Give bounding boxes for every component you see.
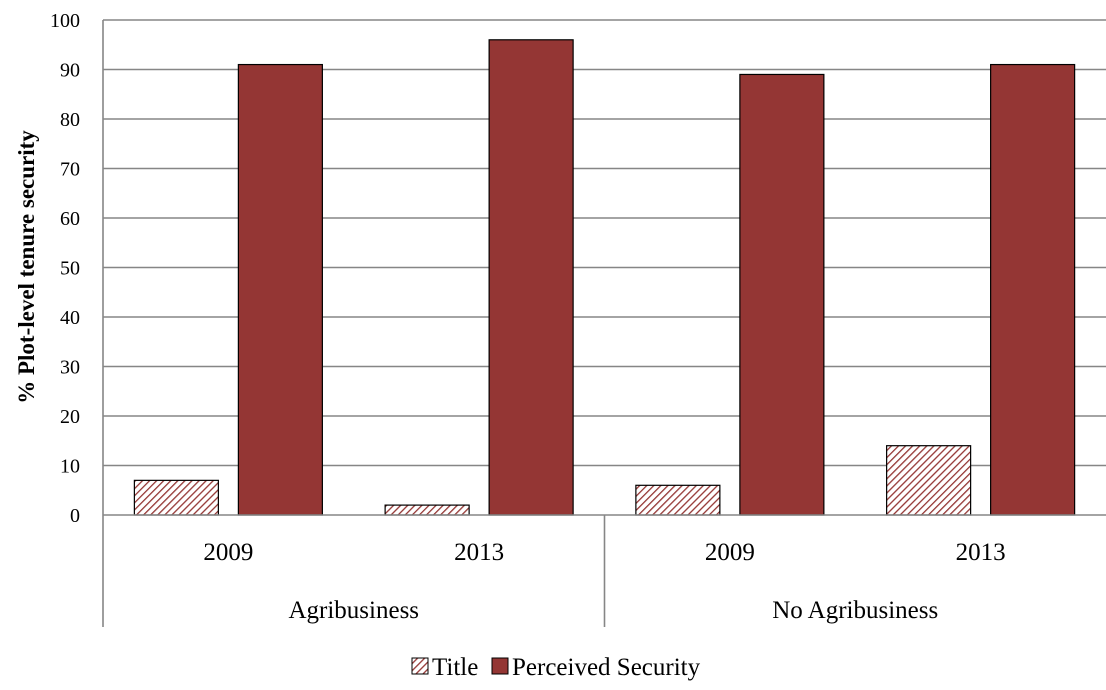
y-tick-label: 100 <box>50 10 80 32</box>
title-bar <box>886 445 972 516</box>
perceived-security-bar <box>488 39 574 516</box>
y-tick-label: 40 <box>60 307 80 329</box>
perceived-security-bar <box>739 73 825 516</box>
y-tick-label: 10 <box>60 456 80 478</box>
y-tick-label: 50 <box>60 258 80 280</box>
y-axis-title: % Plot-level tenure security <box>14 130 39 404</box>
y-axis-tick-labels: 0 10 20 30 40 50 60 70 80 90 100 <box>50 10 80 527</box>
y-tick-label: 30 <box>60 357 80 379</box>
title-bar <box>635 484 721 516</box>
perceived-security-bar <box>990 63 1076 516</box>
y-tick-label: 70 <box>60 159 80 181</box>
x-group-label: No Agribusiness <box>772 597 938 624</box>
y-tick-label: 0 <box>70 505 80 527</box>
x-axis-labels: 2009 2013 2009 2013 Agribusiness No Agribusin… <box>203 539 1005 624</box>
legend-label: Perceived Security <box>512 654 701 681</box>
x-category-label: 2009 <box>203 539 253 566</box>
legend: Title Perceived Security <box>411 654 701 681</box>
axes <box>102 20 1106 627</box>
bars <box>133 39 1076 516</box>
title-bar <box>133 479 219 516</box>
perceived-security-bar <box>237 63 323 516</box>
x-group-label: Agribusiness <box>288 597 419 624</box>
legend-swatch <box>411 657 429 675</box>
x-category-label: 2009 <box>705 539 755 566</box>
legend-label: Title <box>432 654 478 681</box>
y-tick-label: 20 <box>60 406 80 428</box>
x-category-label: 2013 <box>454 539 504 566</box>
x-category-label: 2013 <box>956 539 1006 566</box>
legend-swatch <box>491 657 509 675</box>
y-tick-label: 80 <box>60 109 80 131</box>
title-bar <box>384 504 470 516</box>
y-tick-label: 60 <box>60 208 80 230</box>
y-tick-label: 90 <box>60 60 80 82</box>
